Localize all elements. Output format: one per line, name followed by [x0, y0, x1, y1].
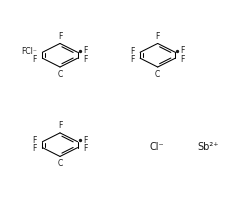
- Text: F: F: [181, 46, 185, 55]
- Text: F: F: [33, 55, 37, 63]
- Text: F: F: [83, 136, 87, 145]
- Text: C: C: [57, 70, 63, 79]
- Text: F: F: [130, 55, 135, 63]
- Text: F: F: [83, 55, 87, 63]
- Text: F: F: [130, 47, 135, 56]
- Text: F: F: [58, 121, 62, 130]
- Text: Cl⁻: Cl⁻: [149, 142, 164, 152]
- Text: F: F: [83, 144, 87, 153]
- Text: Sb²⁺: Sb²⁺: [197, 142, 219, 152]
- Text: F: F: [33, 136, 37, 145]
- Text: F: F: [58, 32, 62, 41]
- Text: F: F: [181, 55, 185, 63]
- Text: C: C: [57, 159, 63, 168]
- Text: FCl⁻: FCl⁻: [21, 47, 37, 56]
- Text: F: F: [83, 46, 87, 55]
- Text: C: C: [155, 70, 160, 79]
- Text: F: F: [156, 32, 160, 41]
- Text: F: F: [33, 144, 37, 153]
